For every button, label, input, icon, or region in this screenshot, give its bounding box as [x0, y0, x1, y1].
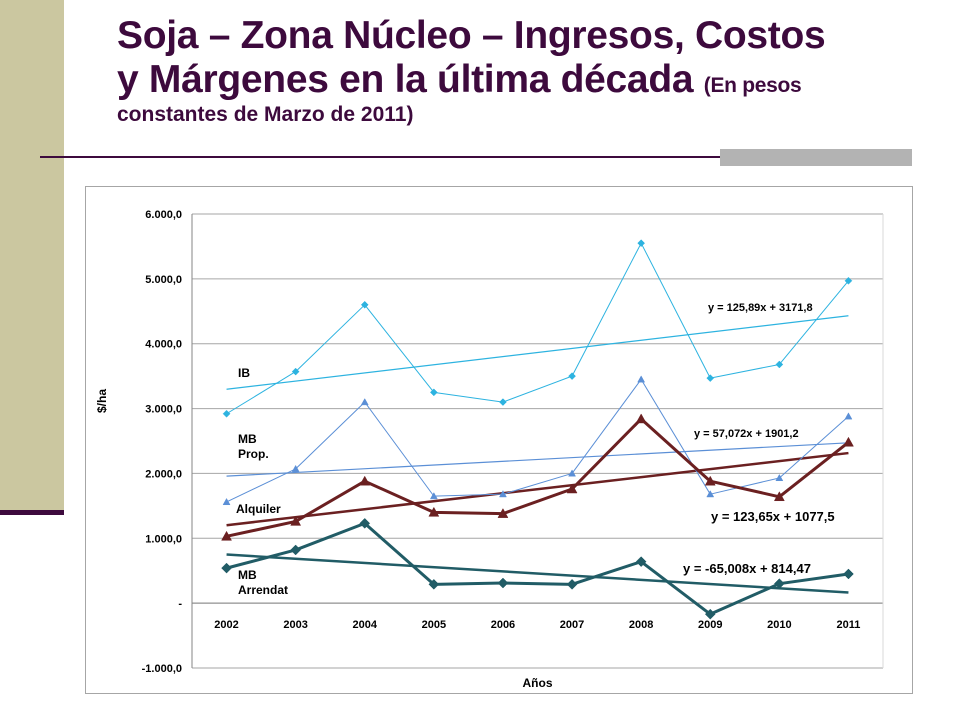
x-tick-label: 2011 — [837, 619, 861, 631]
data-point — [843, 568, 854, 580]
data-point — [844, 276, 853, 285]
x-tick-label: 2010 — [767, 619, 791, 631]
series-label: Arrendat — [238, 583, 288, 597]
subtitle-part-1: (En pesos — [703, 74, 802, 97]
data-point — [359, 475, 371, 486]
y-tick-label: 5.000,0 — [145, 274, 182, 286]
chart-frame: 6.000,0 5.000,0 4.000,0 3.000,0 2.000,0 1.000… — [85, 186, 913, 694]
series-line-3 — [226, 521, 849, 616]
data-point — [429, 492, 438, 500]
y-tick-label: 3.000,0 — [145, 404, 182, 416]
grid-layer — [191, 213, 884, 669]
data-point — [635, 413, 647, 424]
data-point — [843, 436, 854, 447]
subtitle-part-2: constantes de Marzo de 2011) — [117, 103, 414, 126]
title-rule-accent — [720, 149, 912, 166]
series-label: Prop. — [238, 447, 269, 461]
data-point — [222, 497, 231, 506]
data-point — [291, 367, 300, 376]
x-tick-label: 2003 — [283, 619, 307, 631]
data-point — [221, 562, 232, 574]
data-point — [429, 388, 438, 397]
x-tick-label: 2008 — [629, 619, 653, 631]
data-point — [637, 239, 646, 248]
y-tick-label: 1.000,0 — [145, 533, 182, 545]
title-line-1: Soja – Zona Núcleo – Ingresos, Costos — [117, 14, 826, 57]
tick-layer: 6.000,0 5.000,0 4.000,0 3.000,0 2.000,0 1.000… — [142, 209, 861, 675]
series-label: MB — [238, 568, 257, 582]
x-tick-label: 2004 — [353, 619, 378, 631]
side-decoration-bar — [0, 0, 64, 512]
data-point — [775, 473, 784, 482]
data-point — [568, 372, 576, 380]
trend-equation: y = 125,89x + 3171,8 — [708, 302, 813, 314]
x-tick-label: 2005 — [422, 619, 446, 631]
data-point — [221, 530, 232, 541]
y-tick-label: 6.000,0 — [145, 209, 182, 221]
y-tick-label: - — [178, 598, 182, 610]
data-point — [291, 464, 300, 472]
data-point — [428, 578, 440, 590]
series-label: IB — [238, 366, 250, 380]
y-tick-label: 2.000,0 — [145, 468, 182, 480]
data-point — [499, 490, 507, 498]
data-point — [704, 608, 716, 620]
trendline-3 — [226, 553, 849, 594]
data-point — [704, 475, 716, 486]
series-line-2 — [226, 417, 850, 538]
y-axis-title: $/ha — [95, 389, 109, 413]
data-point — [566, 483, 578, 494]
data-point — [290, 544, 302, 556]
data-point — [499, 398, 507, 406]
data-point — [497, 577, 509, 589]
x-tick-label: 2009 — [698, 619, 722, 631]
x-tick-label: 2006 — [491, 619, 515, 631]
data-point — [497, 508, 509, 518]
trendline-layer — [226, 315, 849, 594]
title-line-2: y Márgenes en la última década (En pesos — [117, 58, 947, 102]
side-decoration-line — [0, 510, 64, 515]
data-point — [290, 515, 302, 526]
data-point — [360, 300, 369, 309]
slide-title: Soja – Zona Núcleo – Ingresos, Costos y … — [117, 14, 947, 128]
data-point — [773, 578, 785, 590]
series-line-1 — [226, 378, 849, 503]
data-point — [706, 490, 715, 498]
data-point — [637, 375, 646, 383]
trendline-1 — [226, 442, 849, 477]
title-line-2-text: y Márgenes en la última década — [117, 58, 694, 101]
series-label: MB — [238, 432, 257, 446]
series-label: Alquiler — [236, 502, 281, 516]
line-chart: 6.000,0 5.000,0 4.000,0 3.000,0 2.000,0 1.000… — [95, 209, 884, 690]
data-point — [706, 374, 715, 382]
data-point — [568, 469, 576, 477]
x-tick-label: 2002 — [214, 619, 238, 631]
data-point — [360, 398, 369, 406]
trend-equation: y = 123,65x + 1077,5 — [711, 509, 835, 524]
data-point — [428, 506, 440, 517]
data-point — [222, 409, 231, 418]
title-rule — [40, 156, 912, 158]
data-point — [775, 360, 784, 369]
x-tick-label: 2007 — [560, 619, 584, 631]
trendline-2 — [226, 451, 849, 527]
data-point — [635, 556, 647, 567]
data-point — [359, 518, 371, 529]
trendline-0 — [226, 315, 849, 390]
data-point — [773, 491, 785, 502]
y-tick-label: -1.000,0 — [142, 663, 182, 675]
series-layer — [221, 239, 854, 620]
trend-equation: y = -65,008x + 814,47 — [683, 561, 811, 576]
data-point — [566, 578, 578, 590]
data-point — [844, 412, 853, 420]
series-line-0 — [226, 242, 849, 415]
y-tick-label: 4.000,0 — [145, 339, 182, 351]
x-axis-title: Años — [523, 676, 553, 690]
trend-equation: y = 57,072x + 1901,2 — [694, 428, 799, 440]
